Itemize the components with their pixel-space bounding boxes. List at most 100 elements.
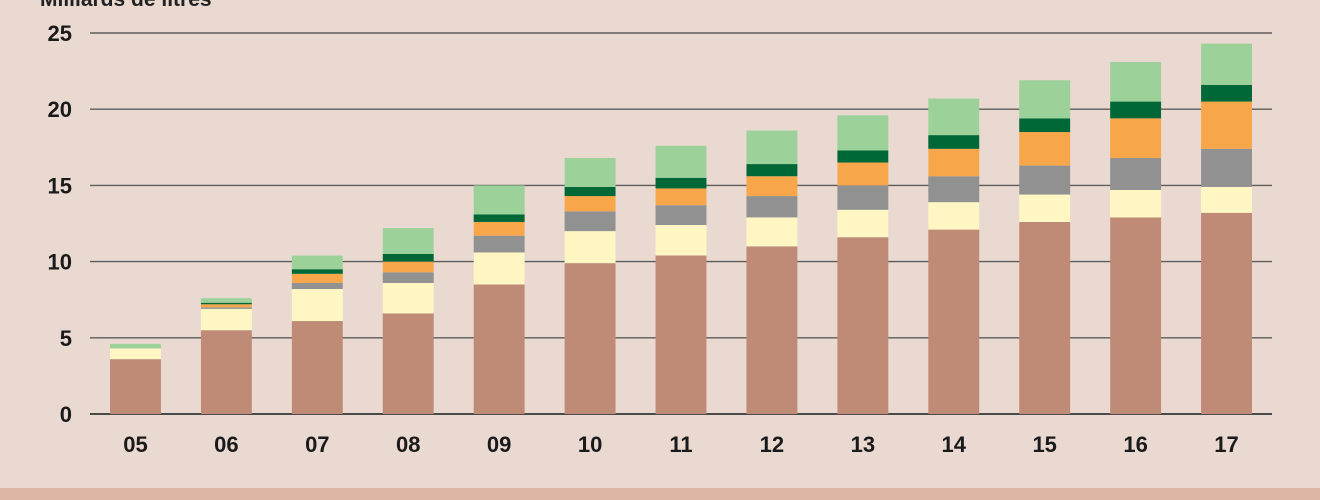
- bottom-band: [0, 488, 1320, 500]
- bar-segment-15-5: [1019, 118, 1071, 133]
- bar-segment-17-1: [1201, 212, 1252, 414]
- bar-segment-11-4: [655, 188, 707, 206]
- bar-segment-16-2: [1110, 189, 1162, 218]
- x-tick-label: 11: [669, 432, 692, 457]
- bar-segment-06-3: [200, 307, 252, 309]
- bar-segment-12-6: [746, 130, 798, 165]
- bar-segment-10-6: [564, 157, 616, 187]
- bar-segment-13-6: [837, 115, 889, 151]
- bar-segment-11-2: [655, 225, 707, 256]
- x-tick-label: 08: [396, 432, 420, 457]
- x-tick-label: 07: [305, 432, 329, 457]
- bar-segment-05-2: [110, 348, 161, 360]
- bar-segment-11-6: [655, 145, 707, 178]
- x-tick-label: 13: [851, 432, 875, 457]
- bar-segment-08-4: [382, 261, 434, 273]
- bar-segment-05-6: [110, 343, 161, 349]
- bar-segment-07-1: [291, 321, 343, 414]
- bar-segment-08-1: [382, 313, 434, 414]
- bar-segment-14-2: [928, 202, 980, 230]
- bar-segment-10-3: [564, 211, 616, 232]
- bar-segment-14-1: [928, 229, 980, 414]
- bar-segment-11-3: [655, 205, 707, 226]
- bar-segment-08-2: [382, 282, 434, 314]
- bar-segment-07-5: [291, 269, 343, 274]
- y-tick-label: 0: [60, 402, 72, 427]
- bar-segment-17-2: [1201, 186, 1252, 213]
- bar-segment-16-3: [1110, 157, 1162, 190]
- bar-segment-15-6: [1019, 80, 1071, 119]
- x-tick-label: 12: [760, 432, 784, 457]
- bar-segment-10-4: [564, 196, 616, 212]
- bar-segment-16-4: [1110, 118, 1162, 158]
- y-axis-label: Milliards de litres: [40, 0, 212, 11]
- x-tick-label: 06: [214, 432, 238, 457]
- bar-segment-10-5: [564, 186, 616, 197]
- bar-segment-09-1: [473, 284, 525, 414]
- bar-segment-15-3: [1019, 165, 1071, 195]
- x-tick-label: 09: [487, 432, 511, 457]
- bar-segment-11-1: [655, 255, 707, 414]
- bar-segment-06-4: [200, 304, 252, 308]
- bar-segment-09-5: [473, 214, 525, 222]
- y-tick-label: 20: [48, 97, 72, 122]
- bar-segment-09-3: [473, 235, 525, 253]
- bar-segment-17-3: [1201, 148, 1252, 187]
- bar-segment-06-5: [200, 302, 252, 305]
- bar-segment-06-1: [200, 330, 252, 414]
- bar-segment-08-3: [382, 272, 434, 283]
- x-tick-label: 05: [123, 432, 147, 457]
- bar-segment-17-4: [1201, 101, 1252, 149]
- bar-segment-12-1: [746, 246, 798, 414]
- y-tick-labels: 0 5 10 15 20 25: [48, 21, 72, 427]
- bar-segment-14-4: [928, 148, 980, 177]
- bar-segment-12-4: [746, 176, 798, 197]
- y-tick-label: 5: [60, 326, 72, 351]
- bar-segment-13-4: [837, 162, 889, 186]
- x-tick-label: 15: [1032, 432, 1056, 457]
- bars: [110, 43, 1252, 414]
- bar-segment-16-1: [1110, 217, 1162, 414]
- bar-segment-09-6: [473, 185, 525, 215]
- bar-segment-06-6: [200, 298, 252, 303]
- bar-segment-17-6: [1201, 43, 1252, 85]
- bar-segment-13-1: [837, 237, 889, 414]
- bar-segment-05-1: [110, 359, 161, 414]
- bar-segment-16-6: [1110, 61, 1162, 102]
- bar-segment-10-2: [564, 231, 616, 264]
- y-tick-label: 10: [48, 250, 72, 275]
- x-tick-labels: 05 06 07 08 09 10 11 12 13 14 15 16 17: [123, 432, 1239, 457]
- bar-segment-13-3: [837, 185, 889, 210]
- bar-segment-15-1: [1019, 221, 1071, 414]
- x-tick-label: 16: [1123, 432, 1147, 457]
- bar-segment-07-2: [291, 289, 343, 322]
- bar-segment-12-2: [746, 217, 798, 247]
- bar-segment-13-5: [837, 150, 889, 163]
- bar-segment-08-5: [382, 253, 434, 262]
- x-tick-label: 10: [578, 432, 602, 457]
- bar-segment-14-5: [928, 135, 980, 149]
- bar-segment-12-3: [746, 196, 798, 218]
- bar-segment-10-1: [564, 263, 616, 414]
- bar-segment-06-2: [200, 308, 252, 331]
- bar-segment-12-5: [746, 164, 798, 177]
- bar-segment-14-3: [928, 176, 980, 203]
- bar-segment-15-2: [1019, 194, 1071, 222]
- bar-segment-09-2: [473, 252, 525, 285]
- bar-segment-17-5: [1201, 84, 1252, 102]
- bar-segment-07-4: [291, 273, 343, 283]
- bar-segment-11-5: [655, 177, 707, 189]
- x-tick-label: 17: [1214, 432, 1238, 457]
- bar-segment-16-5: [1110, 101, 1162, 119]
- y-tick-label: 15: [48, 173, 72, 198]
- bar-segment-15-4: [1019, 132, 1071, 166]
- bar-segment-09-4: [473, 221, 525, 236]
- bar-segment-13-2: [837, 209, 889, 238]
- bar-segment-07-6: [291, 255, 343, 270]
- x-tick-label: 14: [942, 432, 967, 457]
- bar-segment-14-6: [928, 98, 980, 136]
- y-tick-label: 25: [48, 21, 72, 46]
- bar-segment-08-6: [382, 228, 434, 254]
